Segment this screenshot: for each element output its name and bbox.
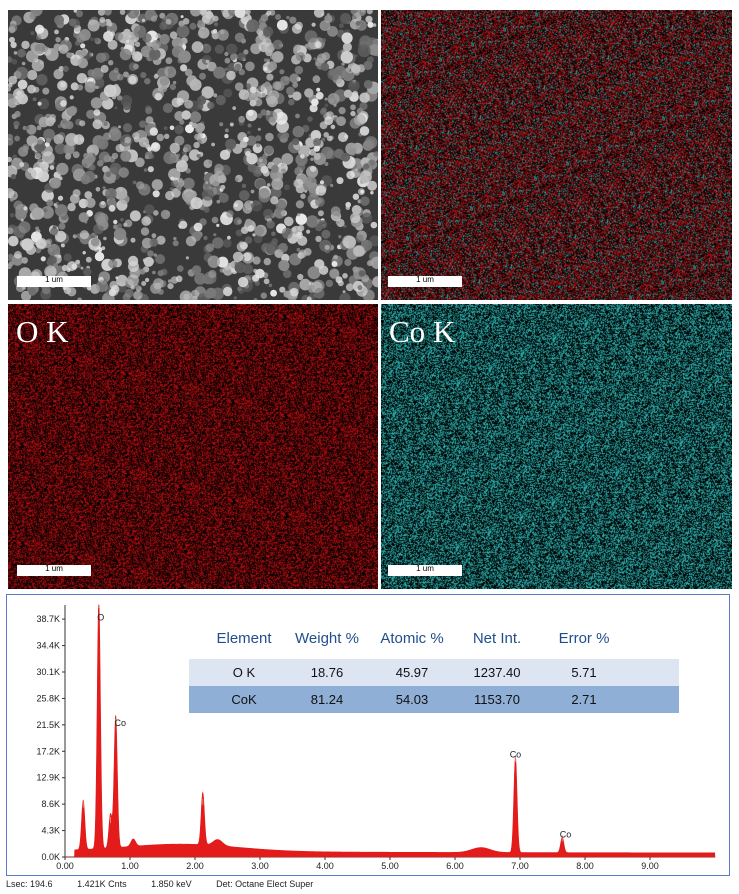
y-tick-label: 25.8K: [36, 693, 60, 703]
x-tick-label: 9.00: [641, 861, 659, 871]
y-tick-label: 12.9K: [36, 773, 60, 783]
y-tick-label: 17.2K: [36, 746, 60, 756]
x-tick-label: 8.00: [576, 861, 594, 871]
x-tick-label: 0.00: [56, 861, 74, 871]
spectrum-chart: 0.0K 4.3K 8.6K 12.9K 17.2K 21.5K 25.8K 30.1K 34.…: [36, 604, 716, 871]
y-tick-label: 38.7K: [36, 614, 60, 624]
scale-bar-label: 1 um: [45, 564, 63, 573]
table-cell: 54.03: [396, 692, 429, 707]
scale-bar: 1 um: [388, 564, 462, 576]
peak-label: Co: [114, 718, 126, 728]
sem-image: 1 um: [8, 10, 378, 300]
table-cell: 1237.40: [474, 665, 521, 680]
table-cell: CoK: [231, 692, 257, 707]
y-tick-label: 8.6K: [41, 799, 60, 809]
table-cell: 45.97: [396, 665, 429, 680]
table-row: [189, 686, 679, 713]
table-header: Element: [216, 630, 272, 647]
status-bar: Lsec: 194.6 1.421K Cnts 1.850 keV Det: O…: [6, 879, 335, 889]
scale-bar: 1 um: [17, 564, 91, 576]
eds-spectrum: 0.0K 4.3K 8.6K 12.9K 17.2K 21.5K 25.8K 30.1K 34.…: [6, 594, 730, 876]
table-cell: 2.71: [571, 692, 596, 707]
table-header: Atomic %: [380, 630, 443, 647]
map-label: O K: [16, 314, 69, 349]
table-row: [189, 659, 679, 686]
x-tick-label: 2.00: [186, 861, 204, 871]
peak-label: Co: [560, 829, 572, 839]
y-tick-label: 34.4K: [36, 641, 60, 651]
table-header: Net Int.: [473, 630, 521, 647]
x-tick-label: 1.00: [121, 861, 139, 871]
detector-readout: Det: Octane Elect Super: [216, 879, 314, 889]
scale-bar-label: 1 um: [416, 564, 434, 573]
peak-label: Co: [510, 749, 522, 759]
table-cell: 5.71: [571, 665, 596, 680]
cobalt-map: Co K 1 um: [381, 304, 732, 589]
y-tick-label: 21.5K: [36, 720, 60, 730]
peak-label: O: [97, 612, 104, 622]
spectrum-area: [65, 604, 716, 858]
table-cell: 1153.70: [474, 692, 520, 707]
table-cell: O K: [233, 665, 256, 680]
lsec-readout: Lsec: 194.6: [6, 879, 53, 889]
y-tick-label: 4.3K: [41, 826, 60, 836]
x-tick-label: 5.00: [381, 861, 399, 871]
table-cell: 18.76: [311, 665, 344, 680]
map-label: Co K: [389, 314, 456, 349]
oxygen-texture: [8, 304, 378, 589]
sem-texture: [8, 10, 378, 300]
x-tick-label: 4.00: [316, 861, 334, 871]
x-tick-label: 7.00: [511, 861, 529, 871]
table-cell: 81.24: [311, 692, 344, 707]
overlay-texture: [381, 10, 732, 300]
table-header: Weight %: [295, 630, 359, 647]
scale-bar: 1 um: [17, 275, 91, 287]
cobalt-texture: [381, 304, 732, 589]
y-tick-label: 30.1K: [36, 667, 60, 677]
oxygen-map: O K 1 um: [8, 304, 378, 589]
x-tick-label: 6.00: [446, 861, 464, 871]
y-tick-label: 0.0K: [41, 852, 60, 862]
scale-bar-label: 1 um: [45, 275, 63, 284]
x-tick-label: 3.00: [251, 861, 269, 871]
overlay-map: 1 um: [381, 10, 732, 300]
scale-bar: 1 um: [388, 275, 462, 287]
table-header: Error %: [559, 630, 610, 647]
kev-readout: 1.850 keV: [151, 879, 192, 889]
counts-readout: 1.421K Cnts: [77, 879, 127, 889]
scale-bar-label: 1 um: [416, 275, 434, 284]
